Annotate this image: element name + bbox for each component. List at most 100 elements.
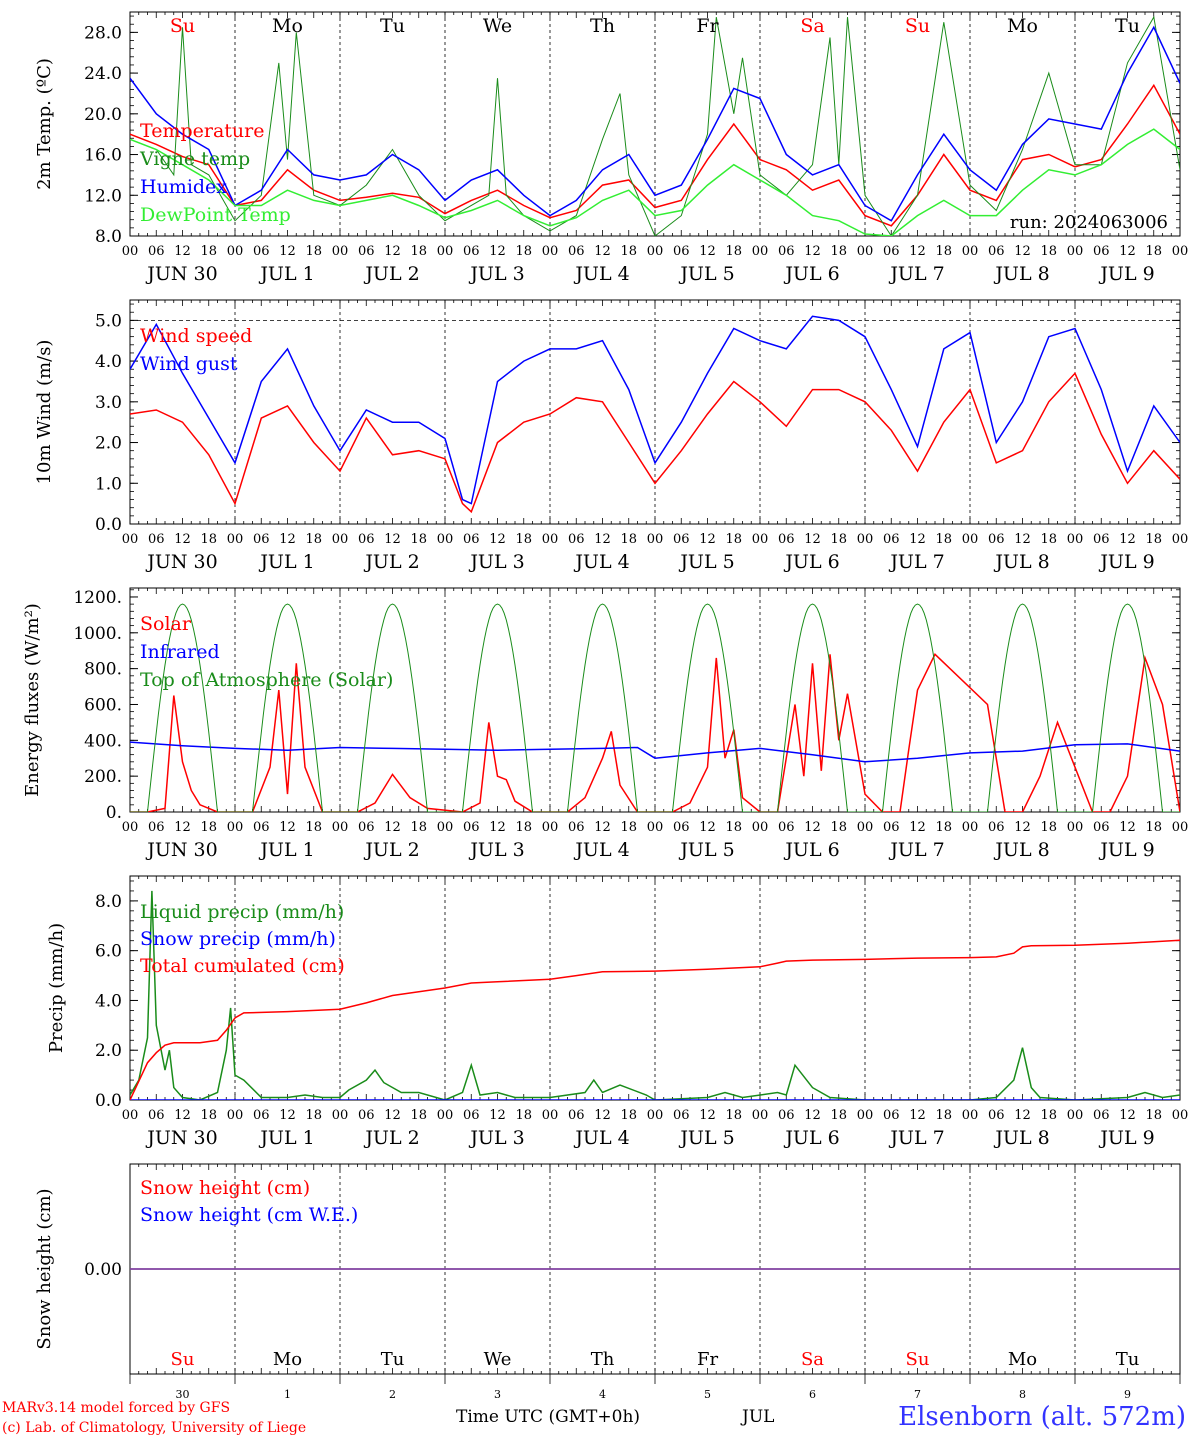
day-number-label: 3	[494, 1388, 501, 1401]
y-tick-label: 1.0	[95, 474, 122, 494]
x-hour-label: 12	[174, 820, 191, 835]
x-date-label: JUL 1	[258, 551, 314, 573]
series-group	[130, 15, 1180, 236]
weekday-label: Fr	[696, 15, 719, 37]
weekday-label: Tu	[381, 1349, 405, 1370]
x-hour-label: 06	[463, 244, 480, 259]
footer-station-name: Elsenborn (alt. 572m)	[898, 1402, 1186, 1432]
x-hour-label: 18	[1040, 1108, 1057, 1123]
y-axis-label: Precip (mm/h)	[46, 923, 67, 1053]
weekday-label: Tu	[1115, 15, 1140, 37]
y-tick-label: 0.0	[95, 515, 122, 535]
x-hour-label: 12	[279, 1108, 296, 1123]
x-hour-label: 12	[1014, 1108, 1031, 1123]
y-tick-label: 0.00	[84, 1260, 122, 1280]
x-hour-label: 12	[489, 532, 506, 547]
x-hour-label: 06	[988, 532, 1005, 547]
x-date-label: JUL 3	[468, 551, 524, 573]
x-hour-label: 12	[1119, 1108, 1136, 1123]
series-line-top-of-atmosphere-solar-	[130, 603, 1180, 812]
x-date-label: JUL 1	[258, 263, 314, 285]
weekday-label: Mo	[1008, 1349, 1037, 1370]
y-tick-label: 28.0	[84, 23, 122, 43]
x-hour-label: 12	[594, 532, 611, 547]
weekday-label: Su	[170, 15, 195, 37]
x-hour-label: 12	[489, 820, 506, 835]
x-hour-label: 12	[1119, 532, 1136, 547]
y-tick-label: 1000.	[73, 624, 122, 644]
legend-entry: Temperature	[140, 120, 264, 142]
x-hour-label: 00	[647, 244, 664, 259]
panel-temp: 8.0 12.0 16.0 20.0 24.0 28.0 2m Temp. (ºC) Temp…	[34, 11, 1188, 285]
x-hour-label: 12	[1119, 820, 1136, 835]
x-hour-label: 06	[253, 532, 270, 547]
weekday-label: Mo	[272, 15, 303, 37]
x-date-label: JUN 30	[145, 1127, 217, 1149]
x-hour-label: 18	[935, 1108, 952, 1123]
x-hour-label: 06	[358, 244, 375, 259]
x-hour-label: 06	[883, 532, 900, 547]
x-hour-label: 06	[883, 244, 900, 259]
x-hour-label: 18	[515, 532, 532, 547]
y-tick-label: 8.0	[95, 892, 122, 912]
x-hour-label: 18	[1040, 532, 1057, 547]
x-hour-label: 06	[568, 532, 585, 547]
x-date-label: JUL 5	[678, 839, 734, 861]
day-number-label: 5	[704, 1388, 711, 1401]
x-hour-label: 00	[332, 1108, 349, 1123]
x-hour-label: 18	[830, 244, 847, 259]
x-hour-label: 18	[515, 244, 532, 259]
x-hour-label: 18	[200, 1108, 217, 1123]
series-line-humidex	[130, 25, 1180, 222]
legend-entry: Snow precip (mm/h)	[140, 928, 336, 950]
day-number-label: 9	[1124, 1388, 1131, 1401]
series-line-wind-speed	[130, 371, 1180, 514]
x-date-label: JUL 1	[258, 839, 314, 861]
x-hour-label: 18	[410, 532, 427, 547]
legend-entry: Wind speed	[140, 325, 252, 347]
y-tick-label: 24.0	[84, 64, 122, 84]
x-date-label: JUL 7	[888, 551, 944, 573]
x-hour-label: 00	[227, 532, 244, 547]
x-hour-label: 06	[673, 820, 690, 835]
x-hour-label: 18	[1040, 820, 1057, 835]
x-hour-label: 18	[1040, 244, 1057, 259]
x-hour-label: 06	[568, 820, 585, 835]
x-hour-label: 06	[148, 1108, 165, 1123]
x-date-label: JUL 6	[783, 551, 839, 573]
x-date-label: JUN 30	[145, 551, 217, 573]
footer-time-axis-label: Time UTC (GMT+0h)	[456, 1407, 641, 1427]
y-tick-label: 20.0	[84, 105, 122, 125]
x-hour-label: 18	[410, 244, 427, 259]
x-hour-label: 06	[253, 244, 270, 259]
x-hour-label: 06	[463, 820, 480, 835]
x-hour-label: 00	[1172, 1108, 1189, 1123]
x-date-label: JUL 7	[888, 1127, 944, 1149]
y-tick-label: 0.	[106, 803, 122, 823]
x-hour-label: 12	[279, 820, 296, 835]
x-hour-label: 18	[410, 820, 427, 835]
x-hour-label: 06	[988, 820, 1005, 835]
x-hour-label: 18	[410, 1108, 427, 1123]
x-hour-label: 06	[463, 532, 480, 547]
x-hour-label: 18	[620, 244, 637, 259]
x-hour-label: 12	[804, 820, 821, 835]
weekday-label: Tu	[1116, 1349, 1140, 1370]
x-hour-label: 18	[935, 532, 952, 547]
x-hour-label: 18	[620, 820, 637, 835]
panel-frame	[129, 11, 1181, 237]
x-date-label: JUL 9	[1098, 839, 1154, 861]
panel-snow: 0.00 Snow height (cm) Snow height (cm) Snow…	[34, 1163, 1181, 1401]
x-hour-label: 12	[384, 532, 401, 547]
x-date-label: JUL 3	[468, 839, 524, 861]
x-hour-label: 06	[1093, 820, 1110, 835]
weekday-label: Sa	[800, 15, 824, 37]
x-hour-label: 00	[332, 532, 349, 547]
x-hour-label: 18	[515, 820, 532, 835]
x-hour-label: 06	[148, 532, 165, 547]
weekday-label: Mo	[1007, 15, 1038, 37]
x-hour-label: 00	[542, 1108, 559, 1123]
x-hour-label: 00	[752, 820, 769, 835]
x-hour-label: 00	[437, 244, 454, 259]
x-hour-label: 18	[725, 532, 742, 547]
